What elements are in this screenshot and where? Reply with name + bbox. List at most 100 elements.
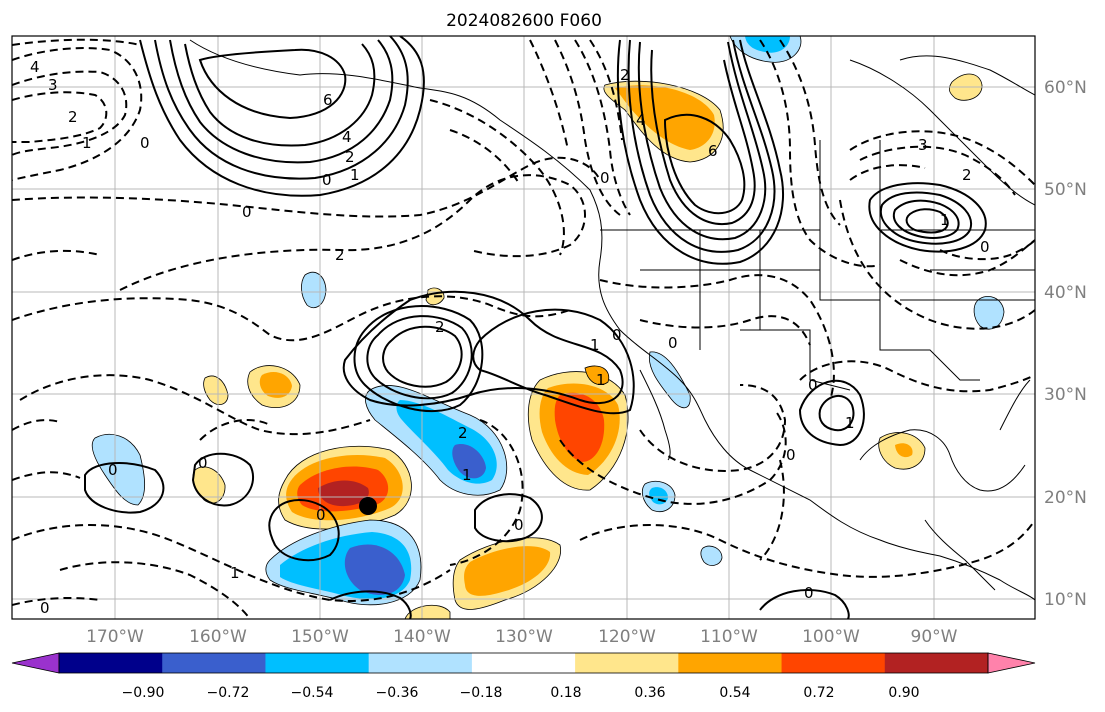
contour-label: 0	[322, 171, 332, 189]
contour-label: 0	[316, 506, 326, 524]
contour-label: 1	[462, 466, 472, 484]
contour-label: 2	[458, 424, 468, 442]
contour-label: 3	[48, 76, 58, 94]
contour-label: 3	[918, 136, 928, 154]
colorbar-tick-label: −0.54	[291, 685, 334, 701]
shade-positive-w2	[203, 375, 229, 405]
contour-label: 1	[350, 166, 360, 184]
lon-label: 90°W	[911, 627, 958, 647]
lon-label: 110°W	[700, 627, 758, 647]
lon-label: 150°W	[291, 627, 349, 647]
colorbar-extend-min	[11, 652, 60, 674]
contour-label: 2	[620, 66, 630, 84]
colorbar-ticks: −0.90 −0.72 −0.54 −0.36 −0.18 0.18 0.36 …	[122, 685, 920, 701]
contour-label: 6	[708, 142, 718, 160]
latitude-labels: 60°N 50°N 40°N 30°N 20°N 10°N	[1044, 78, 1087, 610]
contour-label: 0	[786, 446, 796, 464]
contour-label: 0	[40, 599, 50, 617]
shade-negative-greatlakes	[973, 296, 1005, 330]
contour-label: 0	[198, 454, 208, 472]
colorbar-segment	[162, 653, 266, 673]
lon-label: 100°W	[802, 627, 860, 647]
colorbar-segment	[781, 653, 886, 673]
contour-label: 1	[230, 564, 240, 582]
contour-label: 0	[242, 203, 252, 221]
shade-negative-nw	[301, 271, 327, 309]
contour-label: 0	[668, 334, 678, 352]
contour-label: 2	[962, 166, 972, 184]
contour-label: 1	[845, 414, 855, 432]
shade-positive-tc-core	[318, 480, 369, 507]
solid-contours	[84, 36, 987, 619]
contour-label: 1	[596, 371, 606, 389]
colorbar-segment	[884, 653, 989, 673]
shade-negative-north-core	[745, 36, 790, 53]
lon-label: 120°W	[598, 627, 656, 647]
shade-positive-west-core	[259, 372, 292, 398]
colorbar-extend-max	[987, 652, 1036, 674]
colorbar-tick-label: 0.18	[550, 685, 581, 701]
colorbar-segment	[575, 653, 679, 673]
shade-negative-south-core	[344, 544, 405, 595]
map-frame	[11, 35, 1036, 620]
shade-positive-small	[584, 365, 610, 385]
contour-label: 6	[323, 91, 333, 109]
lat-label: 20°N	[1044, 488, 1087, 508]
contour-label: 4	[342, 128, 352, 146]
longitude-labels: 170°W 160°W 150°W 140°W 130°W 120°W 110°…	[86, 627, 958, 647]
colorbar-tick-label: 0.90	[888, 685, 919, 701]
dashed-contours	[12, 38, 1035, 619]
colorbar-tick-label: 0.72	[803, 685, 834, 701]
shade-negative-west	[91, 434, 146, 506]
coastlines	[189, 39, 1035, 601]
contour-label: 2	[435, 318, 445, 336]
colorbar-segment	[368, 653, 473, 673]
shade-positive-bottom	[404, 604, 451, 619]
lon-label: 170°W	[86, 627, 144, 647]
contour-label: 1	[590, 336, 600, 354]
contour-label: 4	[636, 111, 646, 129]
figure-title: 2024082600 F060	[446, 11, 602, 31]
lon-label: 160°W	[189, 627, 247, 647]
colorbar-tick-label: 0.36	[634, 685, 665, 701]
contour-label: 2	[68, 108, 78, 126]
contour-label: 0	[808, 376, 818, 394]
contour-label: 0	[804, 584, 814, 602]
gridlines	[12, 36, 1035, 619]
colorbar-tick-label: −0.36	[376, 685, 419, 701]
contour-label: 1	[940, 211, 950, 229]
lon-label: 130°W	[495, 627, 553, 647]
contour-label: 2	[335, 246, 345, 264]
colorbar-segment	[678, 653, 783, 673]
shade-negative-central-core	[452, 444, 486, 479]
shade-positive-south-core	[464, 546, 551, 596]
colorbar-tick-label: −0.18	[460, 685, 503, 701]
colorbar-segment	[265, 653, 370, 673]
colorbar-segment	[471, 653, 576, 673]
contour-label: 4	[30, 58, 40, 76]
colorbar	[11, 652, 1036, 674]
lat-label: 10°N	[1044, 590, 1087, 610]
lat-label: 50°N	[1044, 180, 1087, 200]
contour-label: 2	[345, 148, 355, 166]
contour-label: 0	[980, 238, 990, 256]
colorbar-tick-label: 0.54	[719, 685, 750, 701]
lat-label: 30°N	[1044, 385, 1087, 405]
storm-center-marker	[359, 497, 377, 515]
contour-label: 0	[600, 169, 610, 187]
lon-label: 140°W	[393, 627, 451, 647]
shade-positive-gulf-core	[895, 443, 913, 458]
colorbar-segment	[59, 653, 163, 673]
colorbar-tick-label: −0.72	[207, 685, 250, 701]
colorbar-outline	[58, 652, 989, 674]
contour-label: 0	[108, 461, 118, 479]
lat-label: 60°N	[1044, 78, 1087, 98]
colorbar-tick-label: −0.90	[122, 685, 165, 701]
contour-label: 0	[514, 516, 524, 534]
lat-label: 40°N	[1044, 283, 1087, 303]
contour-label: 1	[82, 134, 92, 152]
contour-labels: 4 3 2 1 0 6 4 2 0 1 2 0 6 4 2 0 3 2 1 0 …	[30, 58, 990, 617]
contour-label: 0	[612, 326, 622, 344]
shade-negative-se	[700, 545, 723, 566]
